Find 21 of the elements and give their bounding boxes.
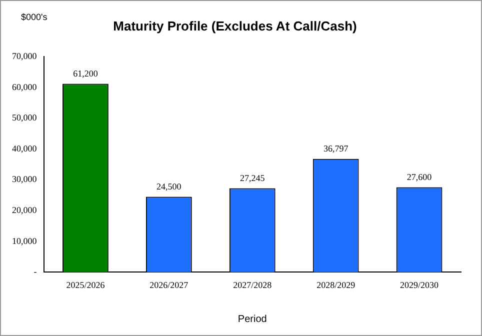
data-label: 24,500 (156, 182, 182, 192)
x-tick-label: 2026/2027 (150, 280, 189, 290)
data-label: 27,600 (406, 172, 432, 182)
y-axis-title: $000's (21, 12, 48, 22)
data-label: 36,797 (323, 144, 349, 154)
chart-title: Maturity Profile (Excludes At Call/Cash) (113, 18, 357, 34)
x-tick-label: 2027/2028 (233, 280, 272, 290)
x-tick-label: 2025/2026 (66, 280, 106, 290)
y-tick-label: 40,000 (12, 143, 38, 154)
x-tick-label: 2028/2029 (316, 280, 356, 290)
y-tick-label: 30,000 (12, 174, 38, 184)
x-tick-label: 2029/2030 (400, 280, 440, 290)
data-label: 27,245 (240, 173, 266, 184)
y-tick-label: 10,000 (12, 236, 38, 246)
data-label: 61,200 (73, 68, 98, 79)
y-tick-label: 20,000 (12, 204, 38, 215)
y-tick-label: 60,000 (12, 82, 38, 92)
x-axis-title: Period (238, 314, 267, 325)
y-tick-label: 50,000 (12, 112, 38, 123)
y-tick-label: 70,000 (12, 50, 38, 61)
y-tick-label: - (34, 266, 37, 277)
